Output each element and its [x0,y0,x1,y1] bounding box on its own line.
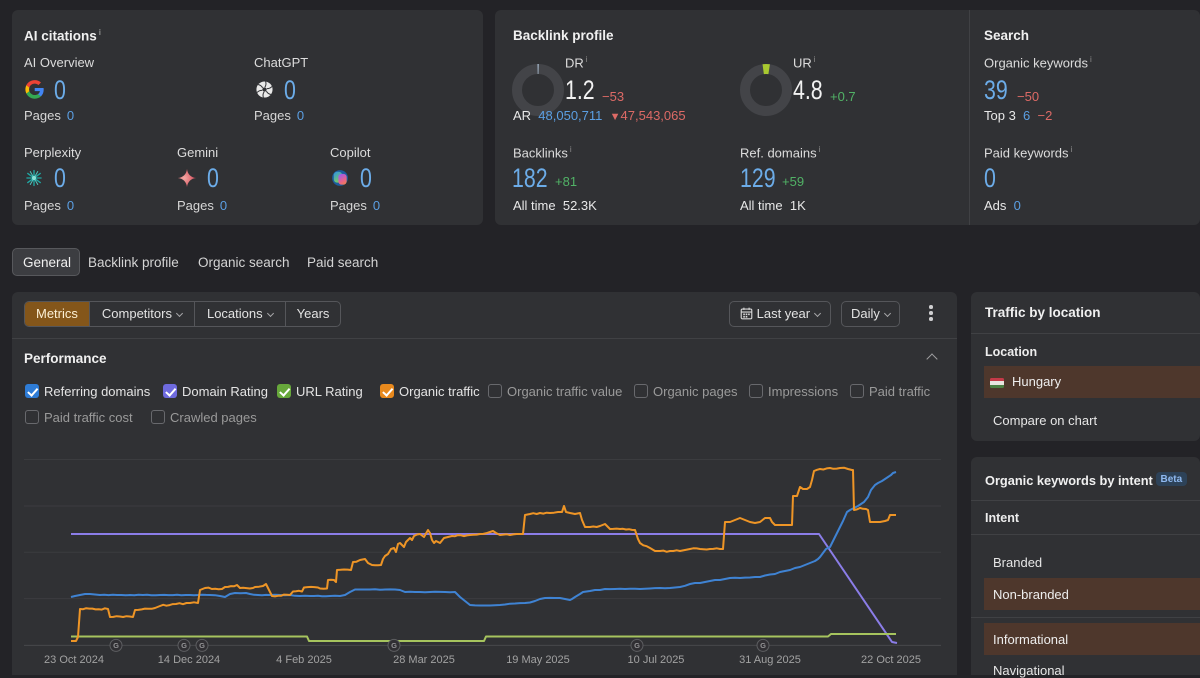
svg-text:22 Oct 2025: 22 Oct 2025 [861,654,921,666]
svg-text:G: G [760,641,766,650]
svg-text:G: G [181,641,187,650]
svg-text:19 May 2025: 19 May 2025 [506,654,570,666]
svg-text:4 Feb 2025: 4 Feb 2025 [276,654,332,666]
svg-text:31 Aug 2025: 31 Aug 2025 [739,654,801,666]
svg-text:23 Oct 2024: 23 Oct 2024 [44,654,104,666]
svg-text:G: G [113,641,119,650]
svg-text:G: G [199,641,205,650]
svg-text:28 Mar 2025: 28 Mar 2025 [393,654,455,666]
svg-text:G: G [634,641,640,650]
svg-text:G: G [391,641,397,650]
svg-text:10 Jul 2025: 10 Jul 2025 [628,654,685,666]
svg-text:14 Dec 2024: 14 Dec 2024 [158,654,220,666]
